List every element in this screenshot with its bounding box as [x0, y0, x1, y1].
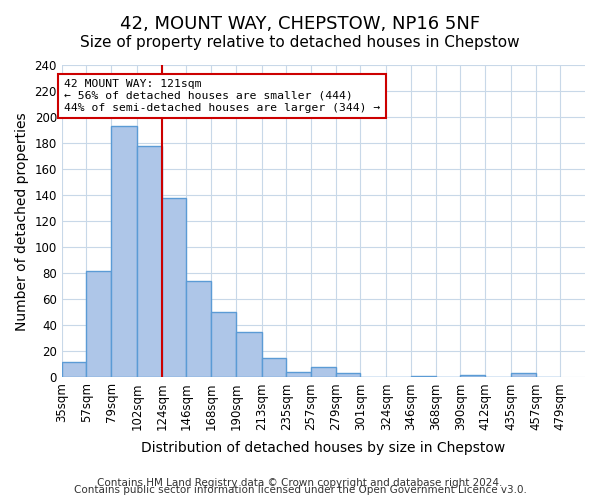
Bar — [111, 126, 137, 378]
Y-axis label: Number of detached properties: Number of detached properties — [15, 112, 29, 330]
Bar — [236, 332, 262, 378]
Bar — [162, 198, 187, 378]
Text: 42, MOUNT WAY, CHEPSTOW, NP16 5NF: 42, MOUNT WAY, CHEPSTOW, NP16 5NF — [120, 15, 480, 33]
Bar — [411, 376, 436, 378]
Bar — [211, 312, 236, 378]
Text: 42 MOUNT WAY: 121sqm
← 56% of detached houses are smaller (444)
44% of semi-deta: 42 MOUNT WAY: 121sqm ← 56% of detached h… — [64, 80, 380, 112]
Bar — [286, 372, 311, 378]
Bar — [460, 375, 485, 378]
Bar — [62, 362, 86, 378]
Bar — [86, 270, 111, 378]
Bar — [336, 374, 361, 378]
Bar — [137, 146, 162, 378]
Text: Contains public sector information licensed under the Open Government Licence v3: Contains public sector information licen… — [74, 485, 526, 495]
Bar — [311, 367, 336, 378]
Bar — [262, 358, 286, 378]
Bar — [187, 281, 211, 378]
Text: Size of property relative to detached houses in Chepstow: Size of property relative to detached ho… — [80, 35, 520, 50]
Text: Contains HM Land Registry data © Crown copyright and database right 2024.: Contains HM Land Registry data © Crown c… — [97, 478, 503, 488]
X-axis label: Distribution of detached houses by size in Chepstow: Distribution of detached houses by size … — [141, 441, 506, 455]
Bar — [511, 374, 536, 378]
